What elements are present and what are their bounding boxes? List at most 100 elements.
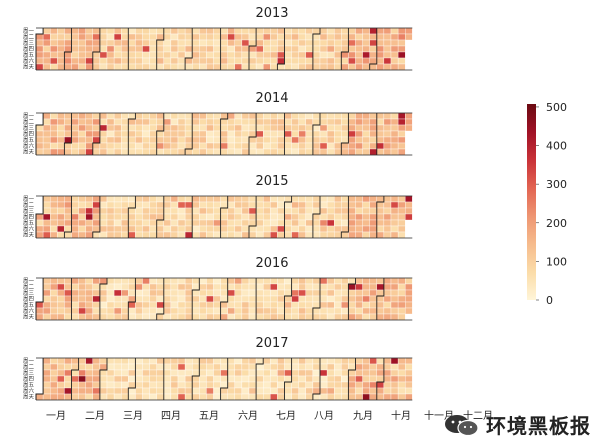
day-cell xyxy=(149,57,157,65)
day-cell xyxy=(263,301,271,309)
day-cell xyxy=(334,33,342,41)
day-cell xyxy=(71,63,79,71)
day-cell xyxy=(255,225,264,233)
day-cell xyxy=(334,130,342,138)
day-cell xyxy=(390,369,399,377)
day-cell xyxy=(263,357,271,365)
day-cell xyxy=(106,363,115,371)
day-cell xyxy=(163,112,172,120)
day-cell xyxy=(241,225,250,233)
day-cell xyxy=(170,301,179,309)
day-cell xyxy=(326,393,335,401)
day-cell xyxy=(71,130,79,138)
day-cell xyxy=(85,277,93,285)
day-cell xyxy=(277,277,285,285)
day-cell xyxy=(64,369,72,377)
day-cell xyxy=(71,57,79,65)
day-cell xyxy=(270,307,278,315)
day-cell xyxy=(71,201,79,209)
weekday-label: 周四 xyxy=(23,131,34,138)
day-cell xyxy=(85,45,93,53)
day-cell xyxy=(163,387,172,395)
day-cell xyxy=(71,51,79,59)
day-cell xyxy=(277,301,285,309)
day-cell xyxy=(128,393,136,401)
day-cell xyxy=(291,51,299,59)
day-cell xyxy=(312,307,321,315)
day-cell xyxy=(92,124,101,132)
day-cell xyxy=(390,33,399,41)
day-cell xyxy=(355,289,363,297)
day-cell xyxy=(326,201,335,209)
day-cell xyxy=(227,27,235,35)
day-cell xyxy=(270,375,278,383)
day-cell xyxy=(369,136,377,144)
day-cell xyxy=(234,201,243,209)
day-cell xyxy=(71,148,79,156)
day-cell xyxy=(341,313,349,321)
day-cell xyxy=(277,195,285,203)
day-cell xyxy=(397,124,406,132)
day-cell xyxy=(369,57,377,65)
day-cell xyxy=(234,313,243,321)
day-cell xyxy=(355,381,363,389)
day-cell xyxy=(291,393,299,401)
day-cell xyxy=(390,148,399,156)
day-cell xyxy=(248,219,257,227)
day-cell xyxy=(241,393,250,401)
day-cell xyxy=(248,51,257,59)
day-cell xyxy=(234,136,243,144)
day-cell xyxy=(348,301,356,309)
day-cell xyxy=(319,357,328,365)
day-cell xyxy=(57,369,65,377)
day-cell xyxy=(241,219,250,227)
day-cell xyxy=(192,136,200,144)
day-cell xyxy=(163,289,172,297)
day-cell xyxy=(305,148,314,156)
day-cell xyxy=(334,393,342,401)
day-cell xyxy=(42,207,51,215)
day-cell xyxy=(305,57,314,65)
day-cell xyxy=(255,124,264,132)
day-cell xyxy=(220,363,228,371)
day-cell xyxy=(99,195,108,203)
day-cell xyxy=(369,369,377,377)
day-cell xyxy=(50,219,58,227)
day-cell xyxy=(405,289,413,297)
day-cell xyxy=(149,231,157,239)
day-cell xyxy=(362,207,370,215)
day-cell xyxy=(255,63,264,71)
day-cell xyxy=(128,112,136,120)
day-cell xyxy=(298,283,306,291)
day-cell xyxy=(92,363,101,371)
day-cell xyxy=(142,393,150,401)
day-cell xyxy=(305,33,314,41)
day-cell xyxy=(319,301,328,309)
month-boundary xyxy=(63,196,72,238)
day-cell xyxy=(369,307,377,315)
month-boundary xyxy=(127,358,136,400)
weekday-label: 周三 xyxy=(23,290,35,297)
day-cell xyxy=(170,136,179,144)
day-cell xyxy=(312,301,321,309)
day-cell xyxy=(376,112,385,120)
day-cell xyxy=(355,63,363,71)
day-cell xyxy=(106,130,115,138)
day-cell xyxy=(291,277,299,285)
day-cell xyxy=(184,142,193,150)
day-cell xyxy=(78,51,86,59)
day-cell xyxy=(227,63,235,71)
day-cell xyxy=(263,130,271,138)
day-cell xyxy=(227,51,235,59)
day-cell xyxy=(284,213,292,221)
day-cell xyxy=(156,301,164,309)
day-cell xyxy=(42,277,51,285)
day-cell xyxy=(184,118,193,126)
day-cell xyxy=(263,363,271,371)
day-cell xyxy=(92,118,101,126)
day-cell xyxy=(263,39,271,47)
month-boundary xyxy=(376,358,385,400)
day-cell xyxy=(312,130,321,138)
day-cell xyxy=(50,363,58,371)
day-cell xyxy=(149,112,157,120)
